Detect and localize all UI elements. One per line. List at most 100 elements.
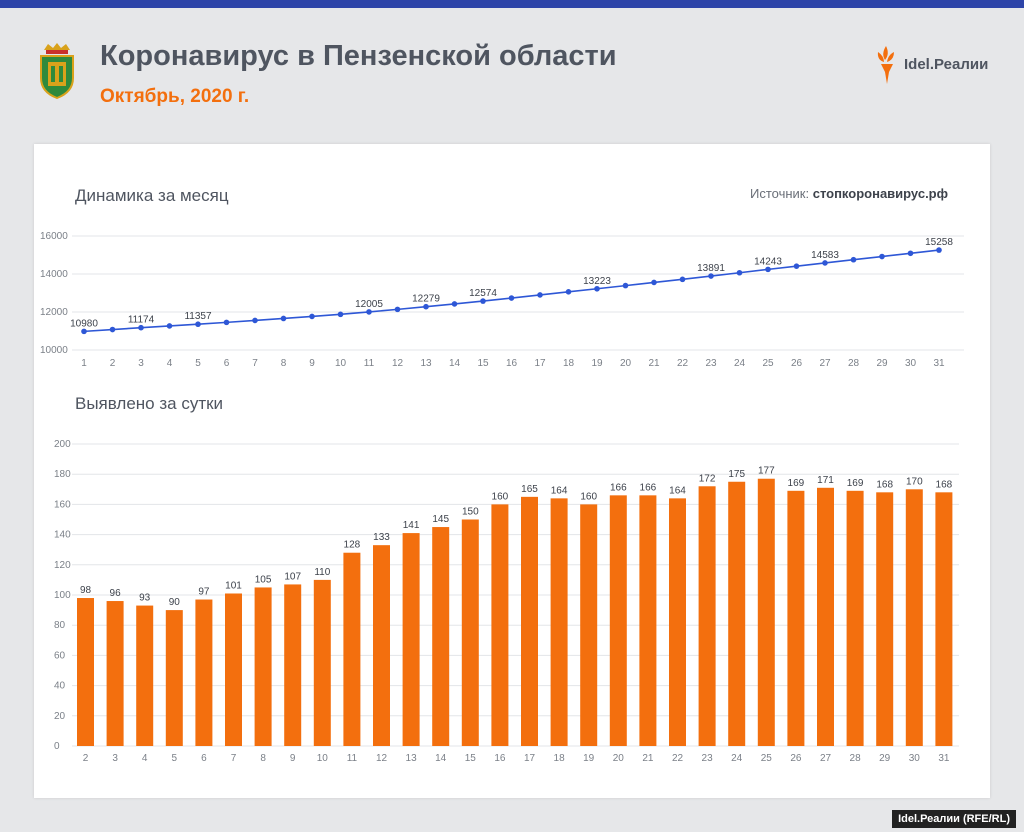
line-point: [879, 253, 885, 260]
line-data-label: 13223: [583, 276, 611, 287]
line-x-tick-label: 15: [477, 358, 489, 369]
bar: [846, 490, 864, 746]
bar-x-tick-label: 12: [376, 753, 388, 764]
bar-x-tick-label: 23: [702, 753, 714, 764]
bar-data-label: 98: [80, 585, 92, 596]
line-x-tick-label: 17: [534, 358, 546, 369]
bar-y-tick-label: 180: [54, 469, 71, 480]
line-x-tick-label: 11: [364, 358, 375, 369]
line-y-tick-label: 14000: [40, 269, 68, 280]
bar-x-tick-label: 6: [201, 753, 207, 764]
line-point: [793, 263, 800, 269]
bar-x-tick-label: 2: [83, 753, 89, 764]
bar-data-label: 177: [758, 466, 775, 477]
bar-x-tick-label: 9: [290, 753, 296, 764]
bar-data-label: 168: [876, 479, 893, 490]
line-x-tick-label: 27: [819, 358, 831, 369]
line-x-tick-label: 4: [167, 358, 173, 369]
bar-x-tick-label: 31: [938, 753, 950, 764]
bar-x-tick-label: 4: [142, 753, 148, 764]
line-point: [622, 282, 629, 289]
bar-x-tick-label: 10: [317, 753, 329, 764]
page-subtitle: Октябрь, 2020 г.: [100, 86, 250, 107]
bar-data-label: 97: [198, 587, 210, 598]
line-point: [708, 273, 714, 279]
line-x-tick-label: 23: [705, 358, 717, 369]
bar: [195, 599, 213, 746]
line-y-tick-label: 12000: [40, 307, 68, 318]
line-point: [537, 292, 543, 298]
bar: [876, 492, 894, 746]
line-data-label: 15258: [925, 237, 953, 248]
line-x-tick-label: 8: [281, 358, 287, 369]
line-x-tick-label: 5: [195, 358, 201, 369]
line-x-tick-label: 14: [449, 358, 461, 369]
bar: [313, 579, 331, 746]
bar-data-label: 93: [139, 593, 151, 604]
bar: [935, 492, 953, 746]
line-data-label: 12574: [469, 288, 497, 299]
torch-icon: [877, 46, 894, 84]
bar-x-tick-label: 24: [731, 753, 743, 764]
bar-data-label: 171: [817, 475, 834, 486]
bar-x-tick-label: 7: [231, 753, 237, 764]
line-point: [565, 289, 572, 295]
bar-data-label: 169: [788, 478, 805, 489]
line-y-tick-label: 10000: [40, 345, 68, 356]
line-x-tick-label: 16: [506, 358, 518, 369]
bar-data-label: 105: [255, 574, 272, 585]
bar-x-tick-label: 28: [850, 753, 862, 764]
line-data-label: 14243: [754, 256, 782, 267]
bar-data-label: 141: [403, 520, 420, 531]
line-x-tick-label: 6: [224, 358, 230, 369]
line-point: [765, 266, 771, 273]
line-point: [252, 317, 258, 324]
bar: [669, 498, 686, 746]
bar-data-label: 90: [169, 597, 181, 608]
bar-data-label: 166: [640, 482, 657, 493]
bar: [225, 593, 242, 746]
bar: [817, 487, 834, 746]
bar: [757, 478, 775, 746]
line-point: [480, 298, 486, 304]
line-x-tick-label: 21: [648, 358, 660, 369]
bar: [402, 533, 420, 746]
bar-data-label: 107: [284, 571, 301, 582]
bar: [284, 584, 302, 746]
bar-y-tick-label: 40: [54, 681, 66, 692]
bar-y-tick-label: 60: [54, 650, 66, 661]
line-x-tick-label: 19: [591, 358, 603, 369]
bar-data-label: 96: [110, 588, 122, 599]
line-y-tick-label: 16000: [40, 231, 68, 242]
bar-data-label: 145: [432, 514, 449, 525]
page-title: Коронавирус в Пензенской области: [100, 40, 617, 72]
bar: [491, 504, 509, 746]
bar: [521, 496, 538, 746]
bar-x-tick-label: 11: [347, 753, 358, 764]
bar-y-tick-label: 160: [54, 499, 71, 510]
bar-x-tick-label: 8: [260, 753, 266, 764]
line-x-tick-label: 13: [420, 358, 432, 369]
line-x-tick-label: 18: [563, 358, 575, 369]
bar: [461, 519, 479, 746]
bar-data-label: 166: [610, 482, 627, 493]
bar-x-tick-label: 20: [613, 753, 625, 764]
line-x-tick-label: 22: [677, 358, 689, 369]
line-data-label: 11357: [184, 311, 212, 322]
line-point: [850, 256, 857, 263]
line-point: [508, 295, 515, 301]
line-x-tick-label: 30: [905, 358, 917, 369]
line-point: [309, 313, 315, 320]
line-point: [337, 311, 344, 318]
bar-data-label: 110: [314, 567, 330, 578]
bar-x-tick-label: 15: [465, 753, 477, 764]
bar-x-tick-label: 22: [672, 753, 684, 764]
chart-card: Динамика за месяц Источник: стопкоронави…: [34, 144, 990, 798]
line-point: [195, 321, 201, 328]
line-x-tick-label: 2: [110, 358, 116, 369]
bar: [728, 481, 746, 746]
bar-y-tick-label: 20: [54, 711, 66, 722]
line-x-tick-label: 9: [309, 358, 315, 369]
bar-data-label: 165: [521, 484, 538, 495]
line-x-tick-label: 26: [791, 358, 803, 369]
